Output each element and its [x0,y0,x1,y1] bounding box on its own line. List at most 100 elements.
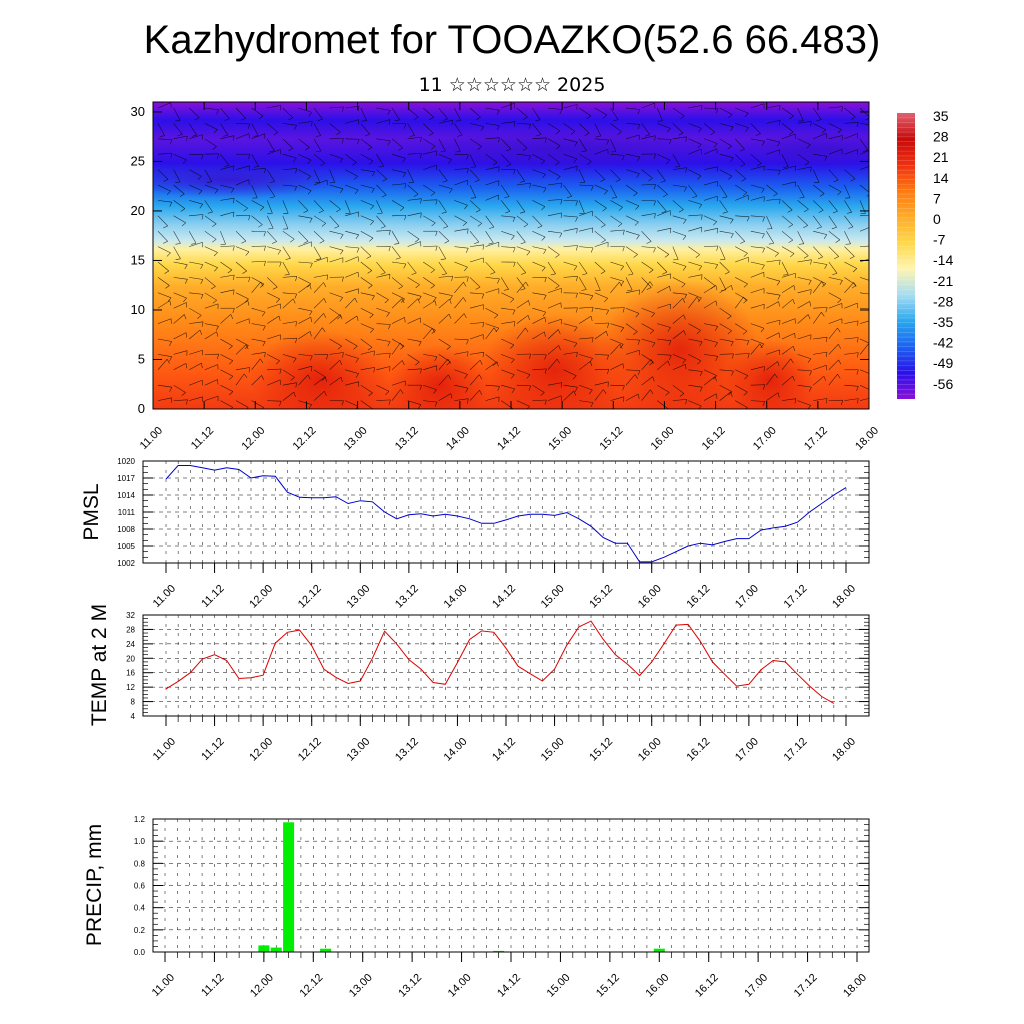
wind-barb-flag [367,347,373,351]
wind-barb-flag [559,109,563,115]
wind-barb [547,358,558,370]
wind-barb-flag [665,392,670,396]
wind-barb [251,260,266,263]
wind-barb [438,261,447,274]
wind-barb [501,338,515,346]
wind-barb [313,215,326,224]
wind-barb [735,154,746,165]
wind-barb [485,180,499,186]
wind-barb-flag [574,387,578,392]
cross-section-x-tick-label: 12.12 [291,425,319,453]
cross-section-features [153,102,874,409]
wind-barb-flag [544,354,547,360]
wind-barb-flag [685,399,688,405]
wind-barb-flag [528,124,532,129]
cross-section-x-tick-label: 17.00 [751,425,779,453]
wind-barb-flag [837,374,841,379]
wind-barb-flag [243,373,248,379]
wind-barb-flag [479,360,483,365]
wind-barb-flag [572,375,577,380]
wind-barb-flag [430,192,436,197]
wind-barb [797,400,811,406]
warm-core-1 [250,330,390,409]
wind-barb [345,256,359,263]
wind-barb-flag [505,211,510,214]
wind-barb-flag [541,267,546,272]
wind-barb-flag [233,198,235,204]
wind-barb-flag [170,397,172,403]
wind-barb-flag [678,209,684,213]
wind-barb [688,148,702,155]
wind-barb-flag [497,386,500,392]
wind-barb [235,123,251,125]
wind-barb [438,374,449,386]
wind-barb [438,153,452,160]
wind-barb-flag [661,210,667,214]
wind-barb-flag [668,340,672,346]
wind-barb [828,359,839,370]
wind-barb [610,123,622,133]
wind-barb [329,376,342,386]
wind-barb-flag [727,315,732,320]
x-tick-label: 14.00 [442,736,470,764]
wind-barb [282,246,291,259]
wind-barb [610,184,617,198]
wind-barb-flag [212,146,217,150]
wind-barb [220,274,235,278]
wind-barb-flag [763,384,766,390]
wind-barb-flag [400,345,405,350]
wind-barb [516,153,531,157]
wind-barb [469,138,482,147]
wind-barb [235,318,250,324]
wind-barb-flag [356,315,359,321]
wind-barb [360,338,373,348]
wind-barb [391,317,405,324]
wind-barb-flag [261,407,264,409]
wind-barb-flag [216,331,219,337]
wind-barb [859,384,869,390]
wind-barb [173,200,186,209]
wind-barb-flag [243,207,248,212]
wind-barb [454,276,469,278]
wind-barb [657,303,671,309]
wind-barb [641,231,652,242]
wind-barb-flag [480,126,484,131]
x-tick-label: 14.12 [490,583,518,611]
wind-barb-flag [214,189,219,194]
wind-barb [267,292,280,300]
wind-barb-flag [201,321,204,327]
wind-barb-flag [761,188,765,193]
wind-barb [376,399,391,401]
wind-barb [376,352,391,355]
wind-barb [438,393,452,401]
wind-barb [204,277,216,287]
wind-barb [812,107,822,120]
wind-barb-flag [755,133,761,136]
wind-barb-flag [253,135,259,137]
wind-barb-flag [409,135,415,137]
wind-barb-flag [873,246,874,251]
wind-barb [220,123,229,136]
wind-barb [173,350,188,355]
wind-barb [313,246,322,259]
wind-barb-flag [264,168,266,174]
wind-barb [173,292,187,299]
x-tick-label: 11.00 [151,583,178,610]
wind-barb [189,307,202,316]
wind-barb-flag [339,297,344,302]
chart-title: Kazhydromet for TOOAZKO(52.6 66.483) [143,18,881,62]
wind-barb [204,246,218,253]
wind-barb-flag [387,341,391,347]
wind-barb-flag [418,296,422,301]
wind-barb [719,123,734,128]
precip-bar [270,947,282,952]
wind-barb [157,102,172,109]
wind-barb-flag [463,282,467,287]
wind-barb [641,184,656,186]
wind-barb-flag [832,211,838,214]
colorbar-label: 7 [933,190,941,206]
x-tick-label: 14.00 [442,583,470,611]
warm-core-5 [725,340,815,409]
wind-barb-flag [745,127,749,132]
wind-barb-flag [492,362,497,366]
